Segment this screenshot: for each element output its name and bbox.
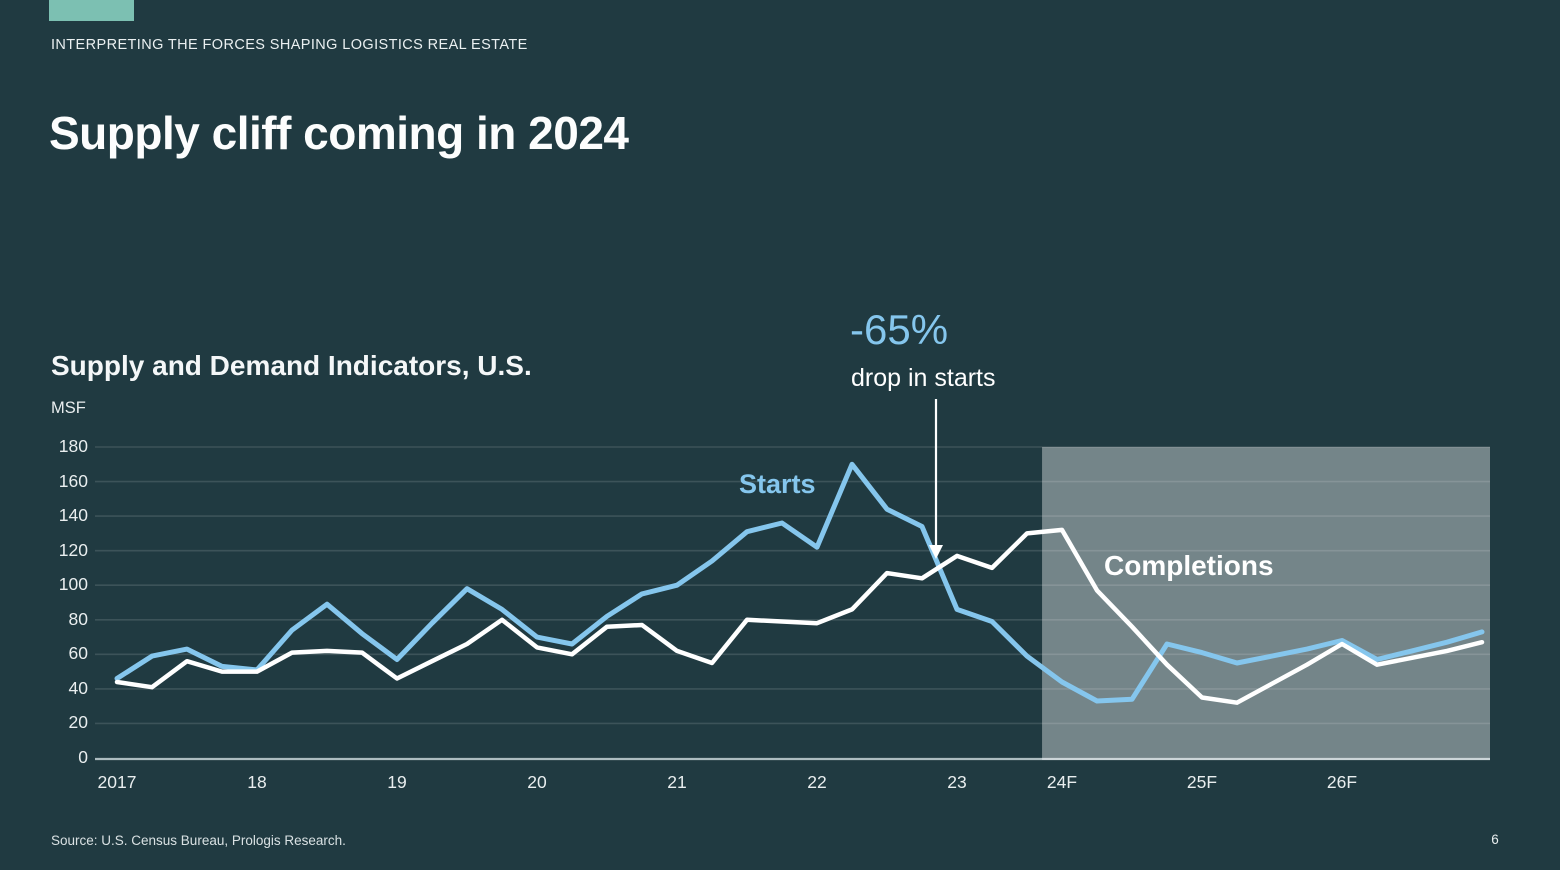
y-tick-label: 60: [68, 643, 88, 664]
eyebrow-text: INTERPRETING THE FORCES SHAPING LOGISTIC…: [51, 37, 528, 53]
y-tick-label: 180: [58, 436, 88, 456]
x-tick-label: 2017: [97, 772, 137, 792]
page-number: 6: [1491, 832, 1499, 847]
y-tick-label: 120: [58, 539, 88, 560]
source-note: Source: U.S. Census Bureau, Prologis Res…: [51, 833, 346, 848]
x-tick-label: 22: [807, 772, 827, 792]
y-tick-label: 100: [58, 574, 88, 595]
annotation-value: -65%: [850, 306, 949, 353]
completions-series-label: Completions: [1104, 550, 1274, 581]
x-tick-label: 21: [667, 772, 687, 792]
slide-title: Supply cliff coming in 2024: [49, 107, 629, 159]
annotation-caption: drop in starts: [851, 364, 996, 392]
completions-line: [114, 527, 1485, 705]
annotation-arrow-head: [929, 545, 943, 559]
y-tick-label: 160: [58, 470, 88, 491]
x-tick-label: 18: [247, 772, 267, 792]
x-tick-label: 23: [947, 772, 967, 792]
forecast-band: [1042, 447, 1490, 760]
chart-title: Supply and Demand Indicators, U.S.: [51, 350, 532, 381]
y-axis-unit-label: MSF: [51, 399, 86, 417]
y-tick-label: 20: [68, 712, 88, 733]
y-tick-label: 40: [68, 677, 88, 698]
x-tick-label: 24F: [1046, 772, 1078, 792]
x-tick-label: 26F: [1326, 772, 1358, 792]
x-tick-label: 20: [527, 772, 547, 792]
y-tick-label: 0: [78, 747, 88, 767]
y-tick-label: 140: [58, 505, 88, 526]
x-tick-label: 25F: [1186, 772, 1218, 792]
starts-series-label: Starts: [739, 469, 816, 499]
y-tick-label: 80: [68, 608, 88, 629]
accent-bar: [49, 0, 134, 21]
starts-line: [114, 461, 1485, 704]
x-tick-label: 19: [387, 772, 407, 792]
